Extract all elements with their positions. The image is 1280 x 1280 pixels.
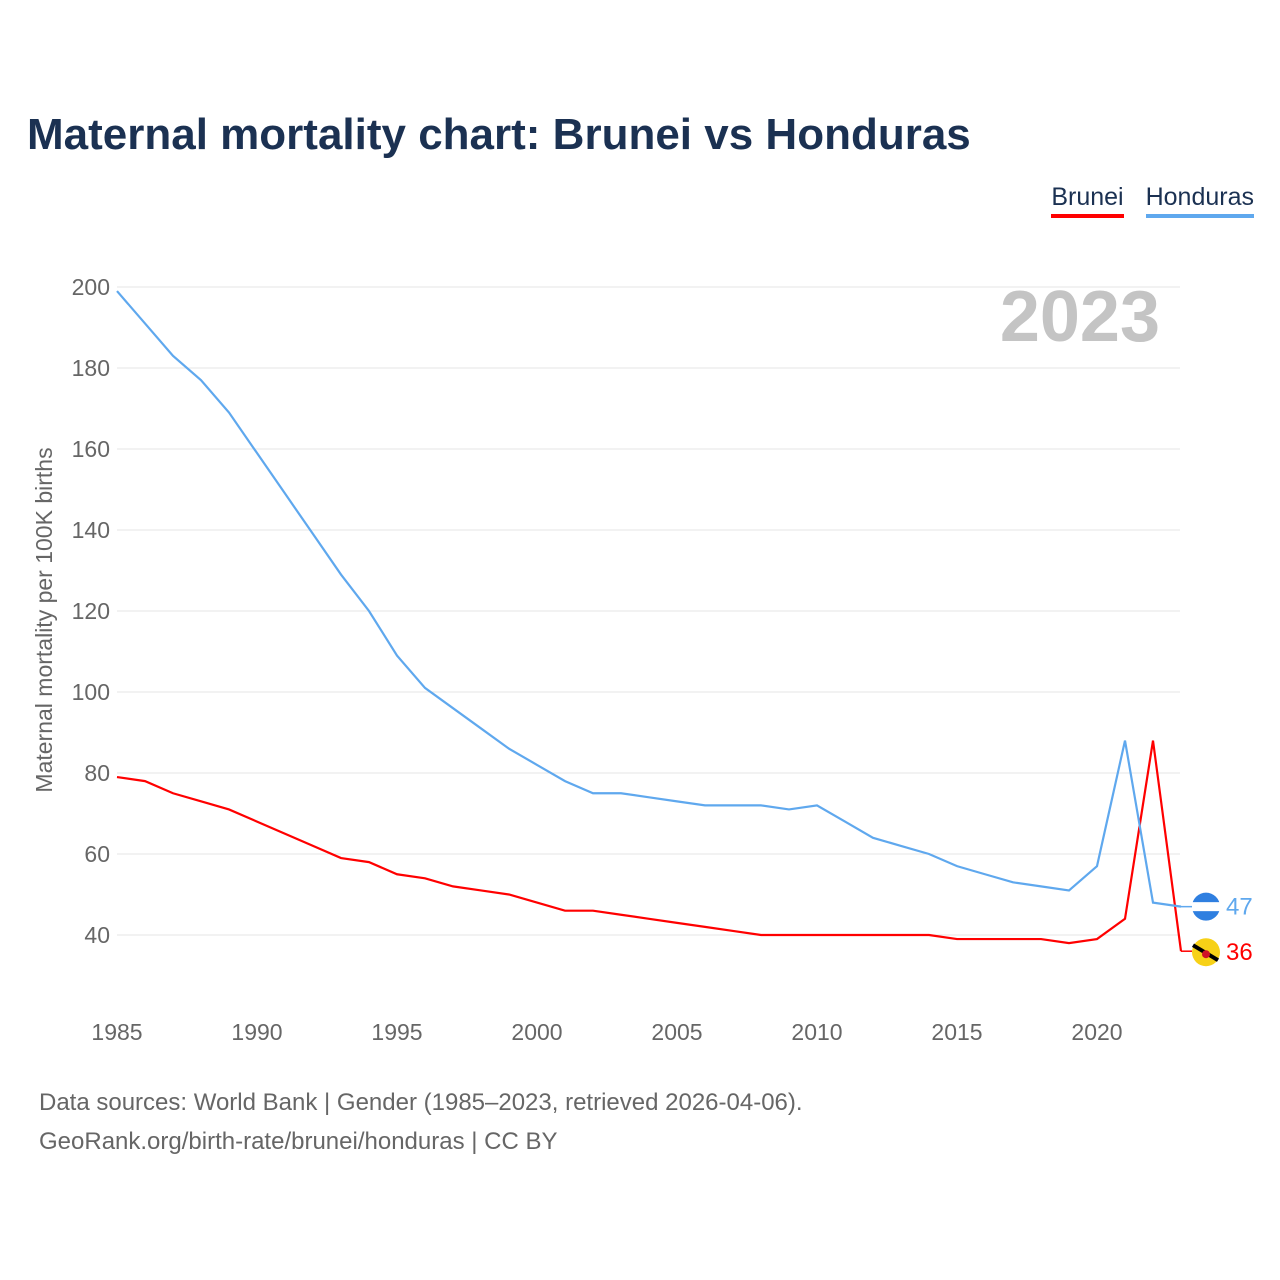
y-tick-label: 60 [84,841,110,867]
y-tick-label: 140 [72,517,110,543]
end-label-honduras: 47 [1226,894,1253,921]
x-tick-label: 1995 [371,1019,422,1045]
x-tick-label: 1985 [91,1019,142,1045]
honduras-flag-stripe [1192,902,1220,912]
brunei-flag-emblem [1202,950,1210,959]
y-tick-label: 100 [72,679,110,705]
year-watermark: 2023 [1000,277,1160,357]
y-tick-label: 160 [72,436,110,462]
legend-brunei[interactable]: Brunei [1051,183,1124,218]
y-tick-label: 200 [72,274,110,300]
y-tick-label: 40 [84,922,110,948]
end-label-brunei: 36 [1226,939,1253,966]
x-tick-label: 2015 [931,1019,982,1045]
chart-title: Maternal mortality chart: Brunei vs Hond… [27,110,971,159]
y-tick-label: 120 [72,598,110,624]
x-tick-label: 2000 [511,1019,562,1045]
series-line-brunei [116,740,1183,952]
y-tick-label: 80 [84,760,110,786]
x-tick-label: 1990 [231,1019,282,1045]
y-tick-label: 180 [72,355,110,381]
y-axis-label: Maternal mortality per 100K births [31,447,57,792]
x-tick-label: 2020 [1071,1019,1122,1045]
legend-honduras[interactable]: Honduras [1145,183,1254,218]
x-tick-label: 2005 [651,1019,702,1045]
source-line-1: Data sources: World Bank | Gender (1985–… [39,1089,803,1116]
series-line-honduras [116,290,1182,908]
legend: Brunei Honduras [1051,183,1254,218]
x-tick-label: 2010 [791,1019,842,1045]
source-line-2: GeoRank.org/birth-rate/brunei/honduras |… [39,1128,558,1155]
